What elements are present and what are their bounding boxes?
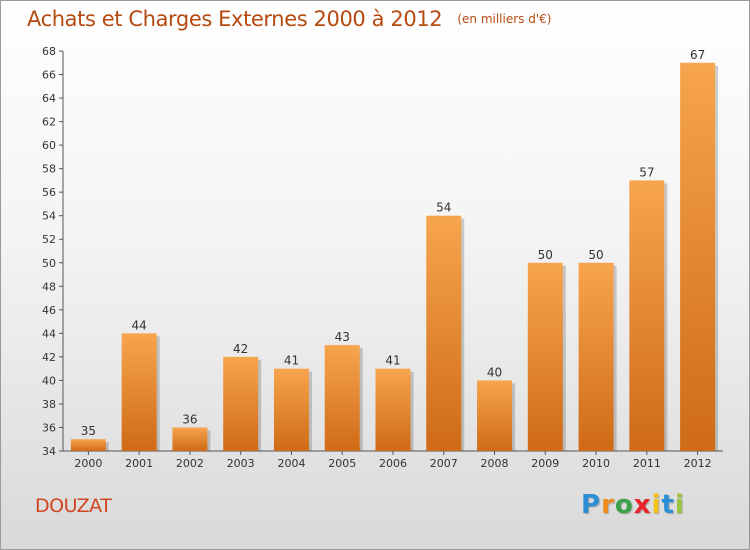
- y-tick-label: 54: [42, 210, 56, 223]
- x-tick-label: 2011: [633, 457, 661, 470]
- x-tick-label: 2004: [277, 457, 305, 470]
- bar-value-label: 41: [284, 354, 299, 368]
- bar: [121, 333, 157, 451]
- logo-letter: t: [661, 490, 675, 520]
- y-tick-label: 34: [42, 445, 56, 458]
- x-tick-label: 2012: [684, 457, 712, 470]
- bar-value-label: 42: [233, 342, 248, 356]
- x-tick-label: 2007: [430, 457, 458, 470]
- y-tick-label: 66: [42, 69, 56, 82]
- bar-value-label: 41: [385, 354, 400, 368]
- y-tick-label: 48: [42, 280, 56, 293]
- y-tick-label: 52: [42, 233, 56, 246]
- bar-value-label: 54: [436, 201, 451, 215]
- x-tick-label: 2000: [74, 457, 102, 470]
- bar-value-label: 67: [690, 48, 705, 62]
- chart-title: Achats et Charges Externes 2000 à 2012: [27, 7, 443, 31]
- y-tick-label: 56: [42, 186, 56, 199]
- bar: [477, 380, 513, 451]
- bar: [629, 180, 665, 452]
- proxiti-logo: Proxiti: [581, 490, 685, 520]
- bar: [273, 368, 309, 451]
- x-tick-label: 2009: [531, 457, 559, 470]
- bar-value-label: 50: [588, 248, 603, 262]
- x-tick-label: 2001: [125, 457, 153, 470]
- bar: [527, 262, 563, 451]
- x-tick-label: 2002: [176, 457, 204, 470]
- x-tick-label: 2008: [481, 457, 509, 470]
- bar-value-label: 44: [132, 318, 147, 332]
- logo-letter: i: [674, 490, 685, 520]
- logo-letter: P: [581, 490, 602, 520]
- x-tick-label: 2006: [379, 457, 407, 470]
- chart-unit: (en milliers d'€): [457, 12, 552, 26]
- y-tick-label: 38: [42, 398, 56, 411]
- logo-letter: r: [601, 490, 615, 520]
- bar: [426, 215, 462, 451]
- bar: [223, 356, 259, 451]
- bar-value-label: 40: [487, 365, 502, 379]
- y-tick-label: 60: [42, 139, 56, 152]
- bar: [324, 345, 360, 451]
- title-row: Achats et Charges Externes 2000 à 2012 (…: [27, 7, 551, 31]
- bar: [375, 368, 411, 451]
- logo-letter: i: [651, 490, 662, 520]
- y-tick-label: 64: [42, 92, 56, 105]
- y-tick-label: 44: [42, 327, 56, 340]
- y-tick-label: 46: [42, 304, 56, 317]
- y-tick-label: 40: [42, 374, 56, 387]
- logo-letter: x: [633, 490, 652, 520]
- x-tick-label: 2010: [582, 457, 610, 470]
- bar-value-label: 35: [81, 424, 96, 438]
- y-tick-label: 68: [42, 45, 56, 58]
- y-tick-label: 42: [42, 351, 56, 364]
- x-tick-label: 2003: [227, 457, 255, 470]
- bar: [578, 262, 614, 451]
- bar: [70, 439, 106, 451]
- bar-value-label: 43: [335, 330, 350, 344]
- y-tick-label: 36: [42, 421, 56, 434]
- y-tick-label: 58: [42, 163, 56, 176]
- logo-letter: o: [614, 490, 634, 520]
- bar-value-label: 50: [538, 248, 553, 262]
- bar: [680, 62, 716, 451]
- bar: [172, 427, 208, 451]
- bar-value-label: 36: [182, 412, 197, 426]
- commune-name: DOUZAT: [35, 495, 112, 517]
- y-tick-label: 50: [42, 257, 56, 270]
- y-tick-label: 62: [42, 116, 56, 129]
- x-tick-label: 2005: [328, 457, 356, 470]
- bar-value-label: 57: [639, 165, 654, 179]
